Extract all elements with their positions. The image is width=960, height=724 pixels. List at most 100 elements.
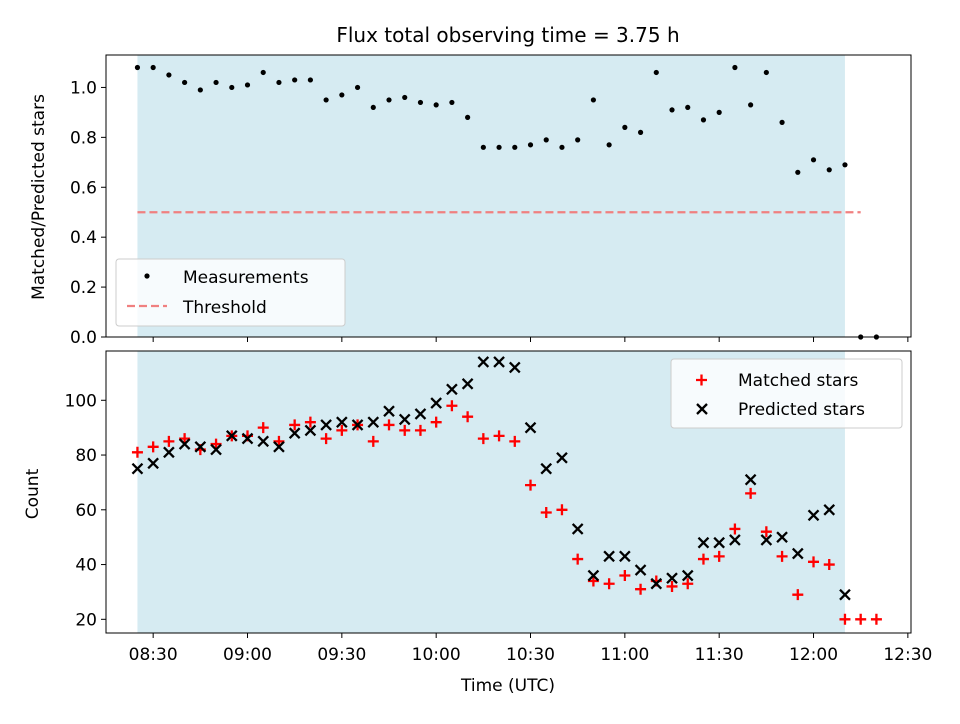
matched-star-point [179,433,191,445]
matched-star-point [635,583,647,595]
top-y-label: Matched/Predicted stars [29,94,49,300]
predicted-star-point [304,424,317,437]
predicted-star-point [367,416,380,428]
measurement-point [559,144,565,150]
predicted-star-point [398,413,411,426]
predicted-star-point [461,378,474,390]
top-x-ticks [152,337,909,342]
bottom-x-axis: 08:30 09:00 09:30 10:00 10:30 11:00 11:30 12:00… [129,633,932,665]
matched-star-point [163,435,175,447]
matched-star-point [760,526,772,538]
legend-marker-measurements [144,273,150,279]
measurement-point [402,94,408,101]
bottom-y-tick-label: 60 [75,501,97,521]
matched-star-point [587,575,599,587]
matched-star-point [289,419,301,431]
measurement-point [307,77,313,83]
matched-star-point [682,578,694,590]
measurement-point [496,144,502,150]
measurement-points [134,64,880,340]
bottom-x-tick-label: 09:00 [223,645,272,665]
measurement-point [575,137,581,143]
matched-star-point [414,424,426,436]
predicted-star-point [634,564,647,576]
matched-star-point [257,422,269,434]
bottom-x-tick-label: 12:30 [883,645,932,665]
predicted-star-point [760,534,773,546]
top-axes-frame [105,54,912,338]
matched-star-point [336,424,348,436]
matched-star-point [477,433,489,445]
measurement-point [166,72,172,78]
legend-label-measurements: Measurements [183,268,309,288]
matched-star-point [509,435,521,447]
measurement-point [590,97,597,103]
measurement-point [732,64,738,71]
top-legend-box [115,258,346,327]
measurement-point [229,84,235,91]
predicted-star-point [666,572,678,585]
matched-star-point [792,589,804,601]
matched-star-point [493,430,505,442]
matched-star-point [446,400,458,412]
predicted-star-point [619,550,631,563]
measurement-point [763,69,769,76]
matched-star-point [729,523,741,535]
bottom-x-tick-label: 09:30 [317,645,366,665]
matched-star-point [666,580,678,592]
matched-star-point [713,550,725,562]
legend-label-predicted: Predicted stars [738,400,865,420]
matched-star-point [525,479,537,491]
predicted-star-point [210,443,222,456]
predicted-star-point [351,419,364,431]
top-y-tick-label: 0.2 [70,278,97,298]
predicted-star-point [776,531,788,543]
measurement-point [669,107,675,113]
bottom-y-tick-label: 100 [65,391,97,411]
matched-star-point [855,613,867,625]
bottom-x-tick-label: 10:30 [506,645,555,665]
matched-star-point [697,553,709,565]
bottom-x-tick-label: 08:30 [129,645,178,665]
predicted-star-point [320,419,332,431]
predicted-star-point [587,569,600,582]
x-axis-label: Time (UTC) [460,676,555,696]
bottom-y-label: Count [23,468,43,519]
measurement-point [244,82,251,88]
top-y-tick-label: 0.0 [70,328,97,348]
measurement-point [433,102,439,108]
top-y-axis: 0.0 0.2 0.4 0.6 0.8 1.0 [70,78,106,348]
predicted-star-point [147,457,159,470]
measurement-point [417,99,424,106]
predicted-star-point [823,503,836,516]
predicted-star-point [430,397,442,409]
predicted-star-point [178,438,191,450]
predicted-star-point [493,356,505,368]
measurement-point [370,104,376,111]
matched-star-point [823,559,835,571]
top-legend: Measurements Threshold [115,258,346,327]
measurement-point [685,104,691,111]
matched-star-point [603,578,615,590]
measurement-point [449,99,455,106]
measurement-point [779,119,785,125]
predicted-star-points [131,356,851,601]
measurement-point [480,144,486,150]
matched-star-point [304,416,316,428]
chart-title: Flux total observing time = 3.75 h [336,23,679,47]
predicted-star-point [807,509,820,522]
predicted-star-point [257,435,270,448]
matched-star-point [131,446,143,458]
matched-star-point [808,556,820,568]
legend-label-matched: Matched stars [738,371,858,391]
measurement-point [276,79,282,86]
matched-star-point [745,487,757,499]
matched-star-point [540,507,552,519]
measurement-point [150,64,156,71]
measurement-point [292,77,298,83]
predicted-star-point [336,416,348,428]
measurement-point [197,87,203,93]
bottom-panel: 20 40 60 80 100 08:30 09:00 09:30 10:00 10:30 11:… [23,350,932,696]
top-y-tick-label: 0.6 [70,178,97,198]
predicted-star-point [131,462,144,475]
